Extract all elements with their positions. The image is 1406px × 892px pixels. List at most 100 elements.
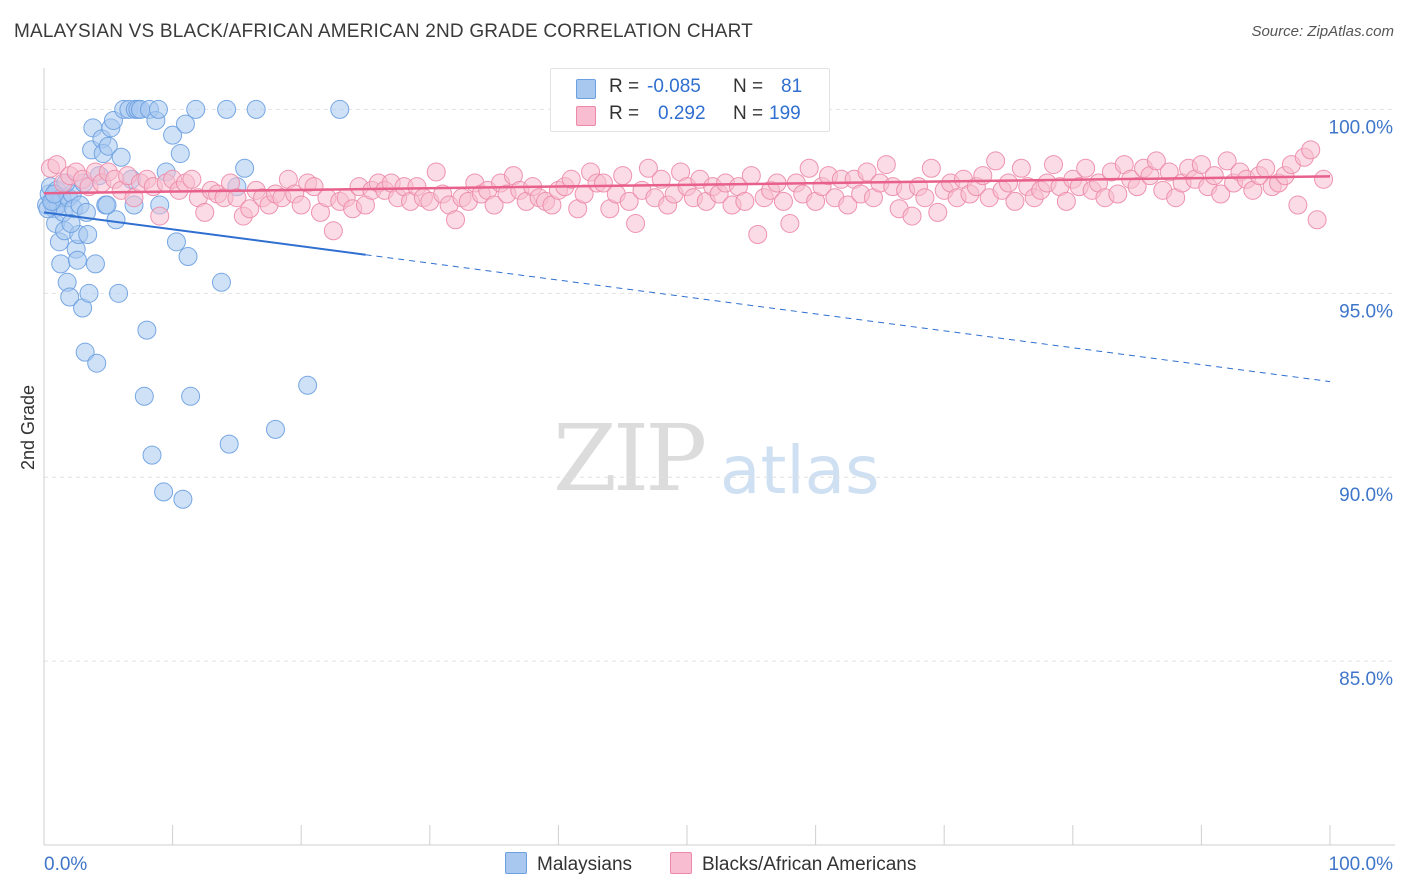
data-point (1011, 158, 1031, 178)
data-point (150, 206, 170, 226)
y-tick-label: 100.0% (1329, 117, 1394, 138)
data-point (240, 199, 260, 219)
legend-row-malaysians: R = -0.085 N = 81 (551, 73, 829, 101)
legend-r-value: -0.085 (647, 76, 701, 97)
data-point (426, 162, 446, 182)
x-tick-label: 0.0% (44, 854, 87, 875)
bottom-legend-swatch-black-african-americans (670, 852, 692, 874)
legend-r-label: R = (609, 103, 640, 124)
data-point (1256, 158, 1276, 178)
data-point (75, 342, 95, 362)
data-point (876, 155, 896, 175)
data-point (986, 151, 1006, 171)
data-point (561, 169, 581, 189)
data-point (265, 419, 285, 439)
trend-line-malaysians-extension (365, 254, 1331, 383)
data-point (175, 114, 195, 134)
data-point (773, 191, 793, 211)
data-point (799, 158, 819, 178)
data-point (134, 386, 154, 406)
data-point (915, 188, 935, 208)
data-point (61, 213, 81, 233)
data-point (173, 489, 193, 509)
data-point (1314, 169, 1334, 189)
data-point (1056, 191, 1076, 211)
data-point (211, 272, 231, 292)
data-point (323, 221, 343, 241)
data-point (838, 195, 858, 215)
data-point (1005, 191, 1025, 211)
data-point (98, 136, 118, 156)
data-point (619, 191, 639, 211)
legend-swatch-black-african-americans (576, 106, 596, 126)
data-point (166, 232, 186, 252)
y-tick-label: 85.0% (1339, 669, 1393, 690)
data-point (446, 210, 466, 230)
data-point (857, 162, 877, 182)
data-point (638, 158, 658, 178)
malaysians-points (37, 99, 350, 509)
watermark-atlas: atlas (720, 432, 880, 509)
data-point (137, 320, 157, 340)
bottom-legend-swatch-malaysians (505, 852, 527, 874)
data-point (1204, 166, 1224, 186)
data-point (291, 195, 311, 215)
data-point (1076, 158, 1096, 178)
data-point (235, 158, 255, 178)
legend-row-black-african-americans: R = 0.292 N = 199 (551, 100, 829, 128)
correlation-legend: R = -0.085 N = 81 R = 0.292 N = 199 (550, 68, 830, 132)
legend-r-value: 0.292 (658, 103, 706, 124)
bottom-legend-label-malaysians: Malaysians (537, 854, 633, 875)
data-point (178, 247, 198, 267)
bottom-legend-label-black-african-americans: Blacks/African Americans (702, 854, 917, 875)
data-point (1307, 210, 1327, 230)
data-point (87, 353, 107, 373)
data-point (921, 158, 941, 178)
data-point (85, 254, 105, 274)
data-point (1159, 162, 1179, 182)
data-point (154, 482, 174, 502)
watermark-zip: ZIP (553, 405, 707, 512)
data-point (1146, 151, 1166, 171)
data-point (902, 206, 922, 226)
data-point (1301, 140, 1321, 160)
data-point (999, 173, 1018, 193)
data-point (163, 125, 183, 145)
data-point (330, 99, 350, 119)
y-axis-label: 2nd Grade (18, 384, 38, 470)
black-african-american-points (40, 140, 1334, 244)
data-point (109, 283, 129, 303)
data-point (67, 250, 87, 270)
chart-title: MALAYSIAN VS BLACK/AFRICAN AMERICAN 2ND … (14, 21, 753, 42)
data-point (227, 188, 247, 208)
data-point (626, 213, 646, 233)
data-point (195, 202, 215, 222)
data-point (217, 99, 237, 119)
legend-swatch-malaysians (576, 79, 596, 99)
data-point (748, 224, 768, 244)
data-point (1288, 195, 1308, 215)
legend-n-label: N = (733, 103, 764, 124)
data-point (651, 169, 671, 189)
data-point (148, 99, 168, 119)
data-point (78, 224, 98, 244)
data-point (111, 147, 131, 167)
data-point (613, 166, 633, 186)
data-point (79, 283, 99, 303)
data-point (1191, 155, 1211, 175)
y-tick-label: 95.0% (1339, 301, 1393, 322)
tick-labels: 85.0% 90.0% 95.0% 100.0% 0.0% 100.0% (44, 117, 1393, 875)
data-point (593, 173, 613, 193)
data-point (1217, 151, 1237, 171)
data-point (51, 254, 71, 274)
data-point (186, 99, 206, 119)
data-point (181, 386, 201, 406)
data-point (170, 144, 190, 164)
legend-r-label: R = (609, 76, 640, 97)
bottom-legend-black-african-americans: Blacks/African Americans (670, 852, 916, 876)
bottom-legend-malaysians: Malaysians (505, 852, 632, 876)
source-credit: Source: ZipAtlas.com (1251, 23, 1394, 40)
y-tick-label: 90.0% (1339, 485, 1393, 506)
data-point (1211, 184, 1231, 204)
